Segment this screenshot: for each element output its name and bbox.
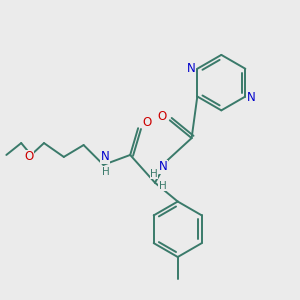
Text: H: H	[101, 167, 109, 177]
Text: O: O	[25, 150, 34, 164]
Text: N: N	[101, 150, 110, 164]
Text: O: O	[157, 110, 167, 123]
Text: H: H	[150, 169, 158, 179]
Text: O: O	[142, 116, 152, 129]
Text: N: N	[158, 160, 167, 173]
Text: N: N	[187, 62, 196, 75]
Text: N: N	[247, 91, 256, 104]
Text: H: H	[159, 181, 167, 191]
